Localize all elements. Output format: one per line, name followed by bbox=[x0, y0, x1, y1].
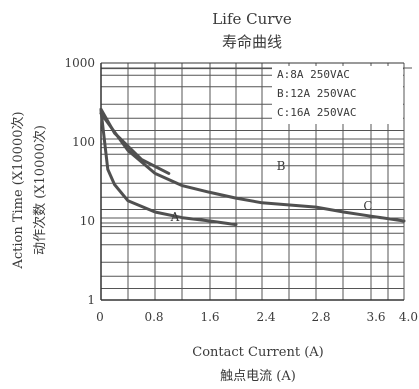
series-label-c: C bbox=[363, 199, 372, 213]
x-tick-label: 2.8 bbox=[311, 310, 330, 324]
chart-ticks: 1 10 100 1000 0 0.8 1.6 2.4 2.8 3.6 4.0 bbox=[64, 56, 418, 324]
legend-entry: A:8A 250VAC bbox=[277, 68, 350, 81]
y-tick-label: 10 bbox=[80, 214, 95, 228]
y-axis-label: Action Time (X10000次) bbox=[10, 111, 26, 269]
x-tick-label: 0 bbox=[96, 310, 104, 324]
x-tick-label: 4.0 bbox=[399, 310, 418, 324]
legend-background bbox=[272, 66, 403, 124]
x-tick-label: 3.6 bbox=[366, 310, 385, 324]
series-labels: A B C bbox=[170, 159, 373, 224]
y-tick-label: 100 bbox=[72, 135, 95, 149]
chart-title: Life Curve bbox=[212, 10, 292, 28]
x-axis-label: Contact Current (A) bbox=[192, 345, 323, 360]
series-line-b bbox=[99, 111, 406, 223]
series-line-a bbox=[99, 109, 238, 227]
series-label-a: A bbox=[170, 210, 180, 224]
chart-series bbox=[99, 107, 406, 227]
y-tick-label: 1 bbox=[87, 293, 95, 307]
y-axis-label-cn: 动作次数 (X10000次) bbox=[32, 125, 48, 255]
x-tick-label: 1.6 bbox=[200, 310, 219, 324]
chart-axes bbox=[100, 62, 404, 301]
chart-subtitle: 寿命曲线 bbox=[222, 33, 282, 51]
legend-entry: C:16A 250VAC bbox=[277, 106, 356, 119]
x-axis-label-cn: 触点电流 (A) bbox=[220, 369, 296, 384]
x-tick-label: 2.4 bbox=[256, 310, 275, 324]
x-tick-label: 0.8 bbox=[144, 310, 163, 324]
series-line-c bbox=[99, 107, 171, 175]
chart-legend: A:8A 250VAC B:12A 250VAC C:16A 250VAC bbox=[272, 66, 403, 124]
y-tick-label: 1000 bbox=[64, 56, 95, 70]
legend-entry: B:12A 250VAC bbox=[277, 87, 356, 100]
series-label-b: B bbox=[277, 159, 286, 173]
